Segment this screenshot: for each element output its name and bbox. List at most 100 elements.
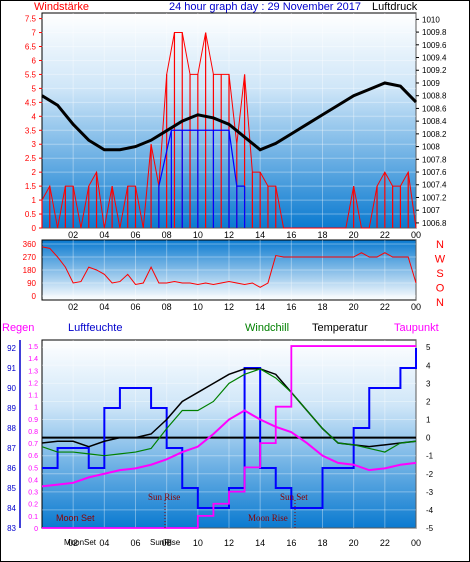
p3-regen-tick-label: 0.1 [28,514,38,521]
p2-left-tick-label: 270 [23,253,37,262]
p1-x-tick-label: 22 [380,230,390,240]
p1-right-tick-label: 1008.2 [422,130,447,139]
p3-temp-tick-label: 2 [426,397,431,406]
p3-regen-tick-label: 0.2 [28,502,38,509]
p3-regen-tick-label: 0.5 [28,465,38,472]
p1-right-tick-label: 1008 [422,143,440,152]
wind-gust-line [41,32,417,229]
p1-x-tick-label: 20 [349,230,359,240]
p1-left-tick-label: 7.5 [25,15,37,24]
taupunkt-label: Taupunkt [394,322,439,334]
temperatur-label: Temperatur [312,322,368,334]
p3-temp-tick-label: -1 [426,452,434,461]
p3-temp-tick-label: 1 [426,416,431,425]
p3-feuchte-axis: 83 84 85 86 87 88 89 90 91 92 [7,340,21,533]
p3-temp-tick-label: 3 [426,379,431,388]
p1-left-tick-label: 4.5 [25,98,37,107]
p2-x-tick-label: 10 [193,302,203,312]
p3-x-tick-label: 08 [162,538,172,548]
p2-compass-label: N [436,239,444,251]
wind-direction-panel [41,239,417,301]
moon-set-label: Moon Set [56,513,95,523]
p1-right-tick-label: 1007.2 [422,193,447,202]
p1-left-tick-label: 3.5 [25,126,37,135]
p3-x-tick-label: 20 [349,538,359,548]
p2-left-tick-label: 180 [23,266,37,275]
moon-rise-label: Moon Rise [248,513,288,523]
moonset-axis-label: MoonSet [64,538,97,547]
p1-right-tick-label: 1009.8 [422,28,447,37]
p3-regen-tick-label: 1.5 [28,344,38,351]
p3-feuchte-tick-label: 83 [7,524,16,533]
p1-x-tick-label: 16 [286,230,296,240]
p3-temp-tick-label: -4 [426,506,434,515]
p3-feuchte-tick-label: 90 [7,384,16,393]
p1-left-tick-label: 3 [32,140,37,149]
p3-feuchte-tick-label: 85 [7,484,16,493]
p3-feuchte-tick-label: 87 [7,444,16,453]
p2-compass-label: N [436,297,444,309]
p1-right-tick-label: 1007 [422,206,440,215]
p3-regen-tick-label: 0.9 [28,417,38,424]
windchill-line [41,368,417,457]
p2-left-tick-label: 360 [23,240,37,249]
p1-right-tick-label: 1008.6 [422,104,447,113]
p1-x-tick-label: 04 [99,230,109,240]
p3-regen-tick-label: 1.2 [28,380,38,387]
p3-x-tick-label: 12 [224,538,234,548]
p3-series [41,345,417,529]
p3-regen-tick-label: 1.4 [28,356,38,363]
p1-left-tick-label: 4 [32,112,37,121]
p3-regen-tick-label: 0.3 [28,490,38,497]
p2-x-tick-label: 18 [317,302,327,312]
p1-left-tick-label: 0.5 [25,210,37,219]
p3-x-tick-label: 02 [68,538,78,548]
wind-avg-line [158,129,245,187]
p2-grid [42,240,417,300]
p1-right-tick-label: 1006.8 [422,219,447,228]
p2-x-tick-label: 00 [411,302,421,312]
luftfeuchte-label: Luftfeuchte [68,322,122,334]
p3-x-tick-label: 22 [380,538,390,548]
p3-regen-tick-label: 0.6 [28,453,38,460]
p3-x-tick-label: 18 [317,538,327,548]
p3-x-axis: 02 04 06 08 10 12 14 16 18 20 22 00 [68,538,421,548]
p3-regen-tick-label: 0.4 [28,477,38,484]
p2-x-tick-label: 14 [255,302,265,312]
p2-series [41,246,417,288]
p3-regen-tick-label: 1.3 [28,368,38,375]
p1-x-tick-label: 12 [224,230,234,240]
p1-right-tick-label: 1007.6 [422,168,447,177]
p1-right-tick-label: 1009.4 [422,54,447,63]
regen-label: Regen [2,322,34,334]
p1-x-tick-label: 02 [68,230,78,240]
p1-x-tick-label: 10 [193,230,203,240]
p3-temp-tick-label: 4 [426,361,431,370]
p1-left-tick-label: 2 [32,168,37,177]
p1-right-tick-label: 1010 [422,15,440,24]
windstarke-label: Windstärke [34,1,89,13]
p3-regen-axis: 0 0.1 0.2 0.3 0.4 0.5 0.6 0.7 0.8 0.9 1 1.1 1.2 1.3 1.… [28,344,38,533]
p3-feuchte-tick-label: 86 [7,464,16,473]
p1-left-tick-label: 2.5 [25,154,37,163]
p1-right-tick-label: 1008.4 [422,117,447,126]
p1-x-tick-label: 18 [317,230,327,240]
p3-regen-tick-label: 0 [34,526,38,533]
p1-left-tick-label: 7 [32,29,37,38]
p2-x-tick-label: 16 [286,302,296,312]
p1-right-tick-label: 1009.2 [422,66,447,75]
p3-regen-tick-label: 1.1 [28,393,38,400]
p3-feuchte-tick-label: 91 [7,364,16,373]
p3-temp-tick-label: -5 [426,524,434,533]
p1-right-tick-label: 1008.8 [422,92,447,101]
p1-left-tick-label: 5 [32,84,37,93]
sunrise-axis-label: SunRise [150,538,181,547]
p1-right-tick-label: 1009.6 [422,41,447,50]
luftdruck-label: Luftdruck [372,1,418,13]
chart-title: 24 hour graph day : 29 November 2017 [169,1,361,13]
p1-left-tick-label: 1 [32,196,37,205]
p1-right-tick-label: 1007.4 [422,181,447,190]
p1-x-tick-label: 08 [162,230,172,240]
pressure-line [41,81,418,152]
